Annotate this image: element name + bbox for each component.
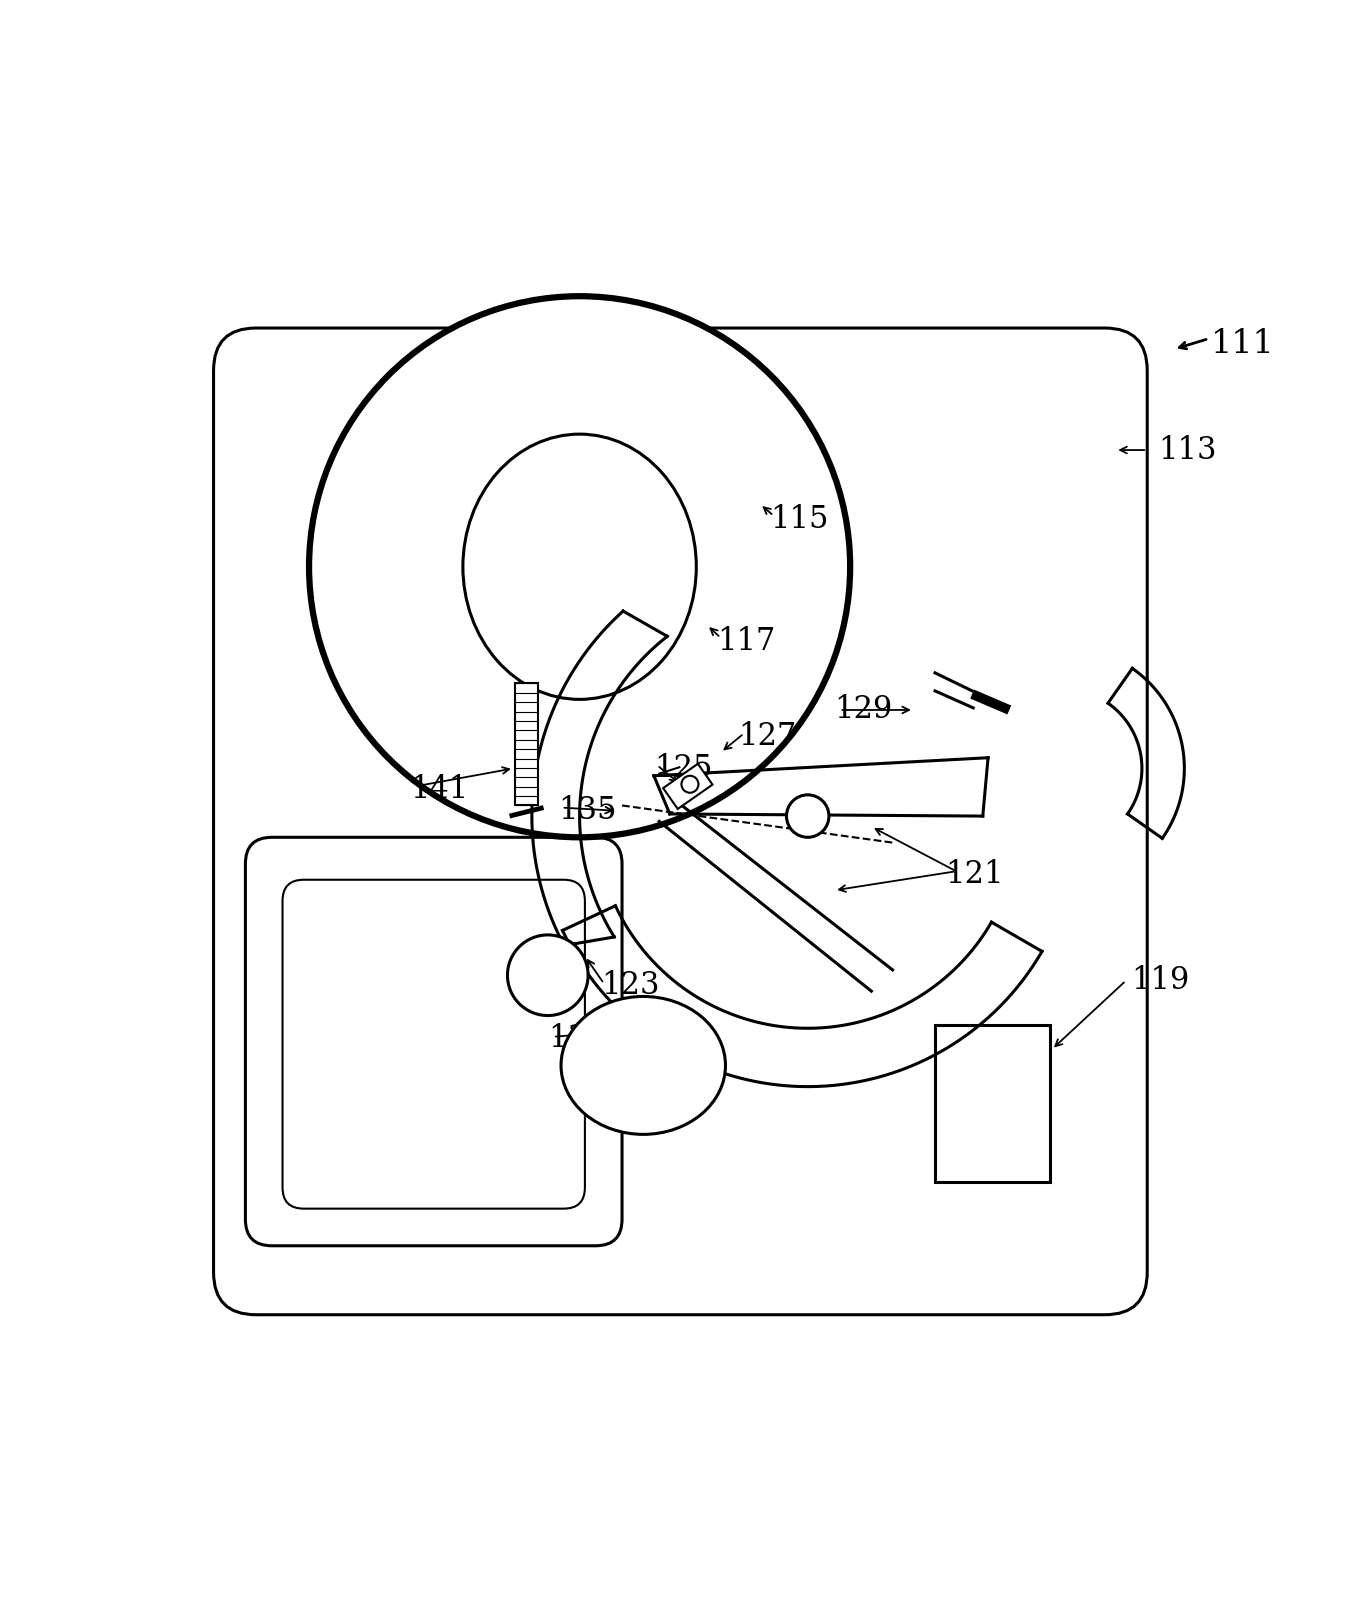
Text: 129: 129 (834, 695, 893, 726)
Bar (935, 1025, 1050, 1183)
Circle shape (682, 776, 698, 793)
Text: 117: 117 (717, 625, 776, 656)
Ellipse shape (561, 997, 726, 1134)
Text: 135: 135 (559, 795, 617, 826)
FancyBboxPatch shape (282, 879, 585, 1209)
Circle shape (786, 795, 830, 837)
Text: 125: 125 (654, 753, 712, 784)
FancyBboxPatch shape (663, 764, 712, 810)
Text: 121: 121 (946, 860, 1003, 890)
Text: 113: 113 (1158, 435, 1216, 465)
Text: 133: 133 (548, 1023, 606, 1054)
Text: 111: 111 (1212, 328, 1275, 360)
Ellipse shape (463, 435, 697, 700)
Text: 127: 127 (739, 721, 797, 751)
Text: 119: 119 (1131, 965, 1190, 995)
Circle shape (309, 296, 850, 837)
Circle shape (508, 936, 589, 1015)
FancyBboxPatch shape (245, 837, 622, 1246)
Text: 123: 123 (601, 970, 660, 1002)
Bar (515, 684, 538, 805)
FancyBboxPatch shape (214, 328, 1147, 1315)
Text: 115: 115 (771, 504, 830, 535)
Text: 141: 141 (409, 774, 468, 805)
